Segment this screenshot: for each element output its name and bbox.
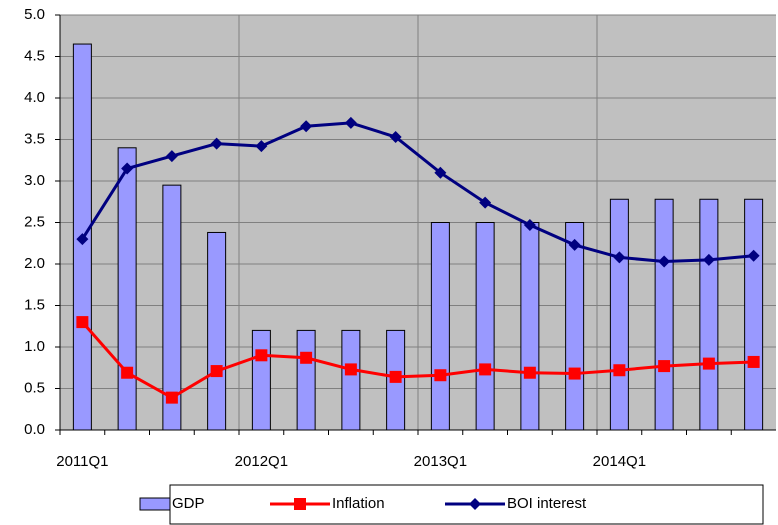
y-tick-label: 2.0 bbox=[24, 255, 45, 272]
point bbox=[300, 120, 313, 133]
point bbox=[568, 367, 581, 380]
point bbox=[121, 162, 134, 175]
line bbox=[81, 121, 754, 264]
point bbox=[747, 249, 760, 262]
line bbox=[81, 321, 754, 400]
point bbox=[389, 131, 402, 144]
point bbox=[389, 370, 402, 383]
bar bbox=[251, 329, 271, 431]
legend-swatch bbox=[139, 497, 171, 511]
point bbox=[344, 116, 357, 129]
y-tick-label: 1.0 bbox=[24, 338, 45, 355]
legend-label: Inflation bbox=[332, 495, 385, 512]
y-tick-label: 0.0 bbox=[24, 421, 45, 438]
point bbox=[434, 166, 447, 179]
point bbox=[568, 238, 581, 251]
y-tick-label: 4.5 bbox=[24, 47, 45, 64]
bar bbox=[207, 231, 227, 431]
point bbox=[165, 150, 178, 163]
y-tick-label: 2.5 bbox=[24, 213, 45, 230]
y-tick-label: 3.0 bbox=[24, 172, 45, 189]
legend-label: BOI interest bbox=[507, 495, 587, 512]
point bbox=[523, 366, 536, 379]
point bbox=[479, 196, 492, 209]
point bbox=[702, 253, 715, 266]
y-tick-label: 1.5 bbox=[24, 296, 45, 313]
y-tick-label: 5.0 bbox=[24, 6, 45, 23]
point bbox=[210, 137, 223, 150]
point bbox=[702, 357, 715, 370]
legend-marker bbox=[469, 498, 481, 510]
y-tick-label: 0.5 bbox=[24, 379, 45, 396]
legend-label: GDP bbox=[172, 495, 205, 512]
bar bbox=[654, 198, 674, 431]
bar bbox=[609, 198, 629, 431]
point bbox=[344, 363, 357, 376]
point bbox=[613, 364, 626, 377]
point bbox=[76, 316, 89, 329]
bar bbox=[699, 198, 719, 431]
point bbox=[165, 391, 178, 404]
x-tick-label: 2014Q1 bbox=[593, 453, 646, 470]
bar bbox=[341, 329, 361, 431]
point bbox=[747, 355, 760, 368]
point bbox=[121, 366, 134, 379]
point bbox=[255, 140, 268, 153]
y-tick-label: 4.0 bbox=[24, 89, 45, 106]
point bbox=[613, 251, 626, 264]
bar bbox=[520, 222, 540, 431]
bar bbox=[565, 222, 585, 431]
x-tick-label: 2012Q1 bbox=[235, 453, 288, 470]
x-tick-label: 2011Q1 bbox=[56, 453, 108, 470]
y-tick-label: 3.5 bbox=[24, 130, 45, 147]
point bbox=[658, 360, 671, 373]
point bbox=[523, 218, 536, 231]
bar bbox=[296, 329, 316, 431]
bar bbox=[162, 184, 182, 431]
legend-marker bbox=[294, 498, 306, 510]
point bbox=[300, 351, 313, 364]
point bbox=[76, 233, 89, 246]
point bbox=[658, 255, 671, 268]
bar bbox=[475, 222, 495, 431]
bar bbox=[744, 198, 764, 431]
point bbox=[210, 365, 223, 378]
point bbox=[434, 369, 447, 382]
bar bbox=[117, 147, 137, 431]
bar bbox=[430, 222, 450, 431]
x-tick-label: 2013Q1 bbox=[414, 453, 467, 470]
point bbox=[479, 363, 492, 376]
point bbox=[255, 349, 268, 362]
